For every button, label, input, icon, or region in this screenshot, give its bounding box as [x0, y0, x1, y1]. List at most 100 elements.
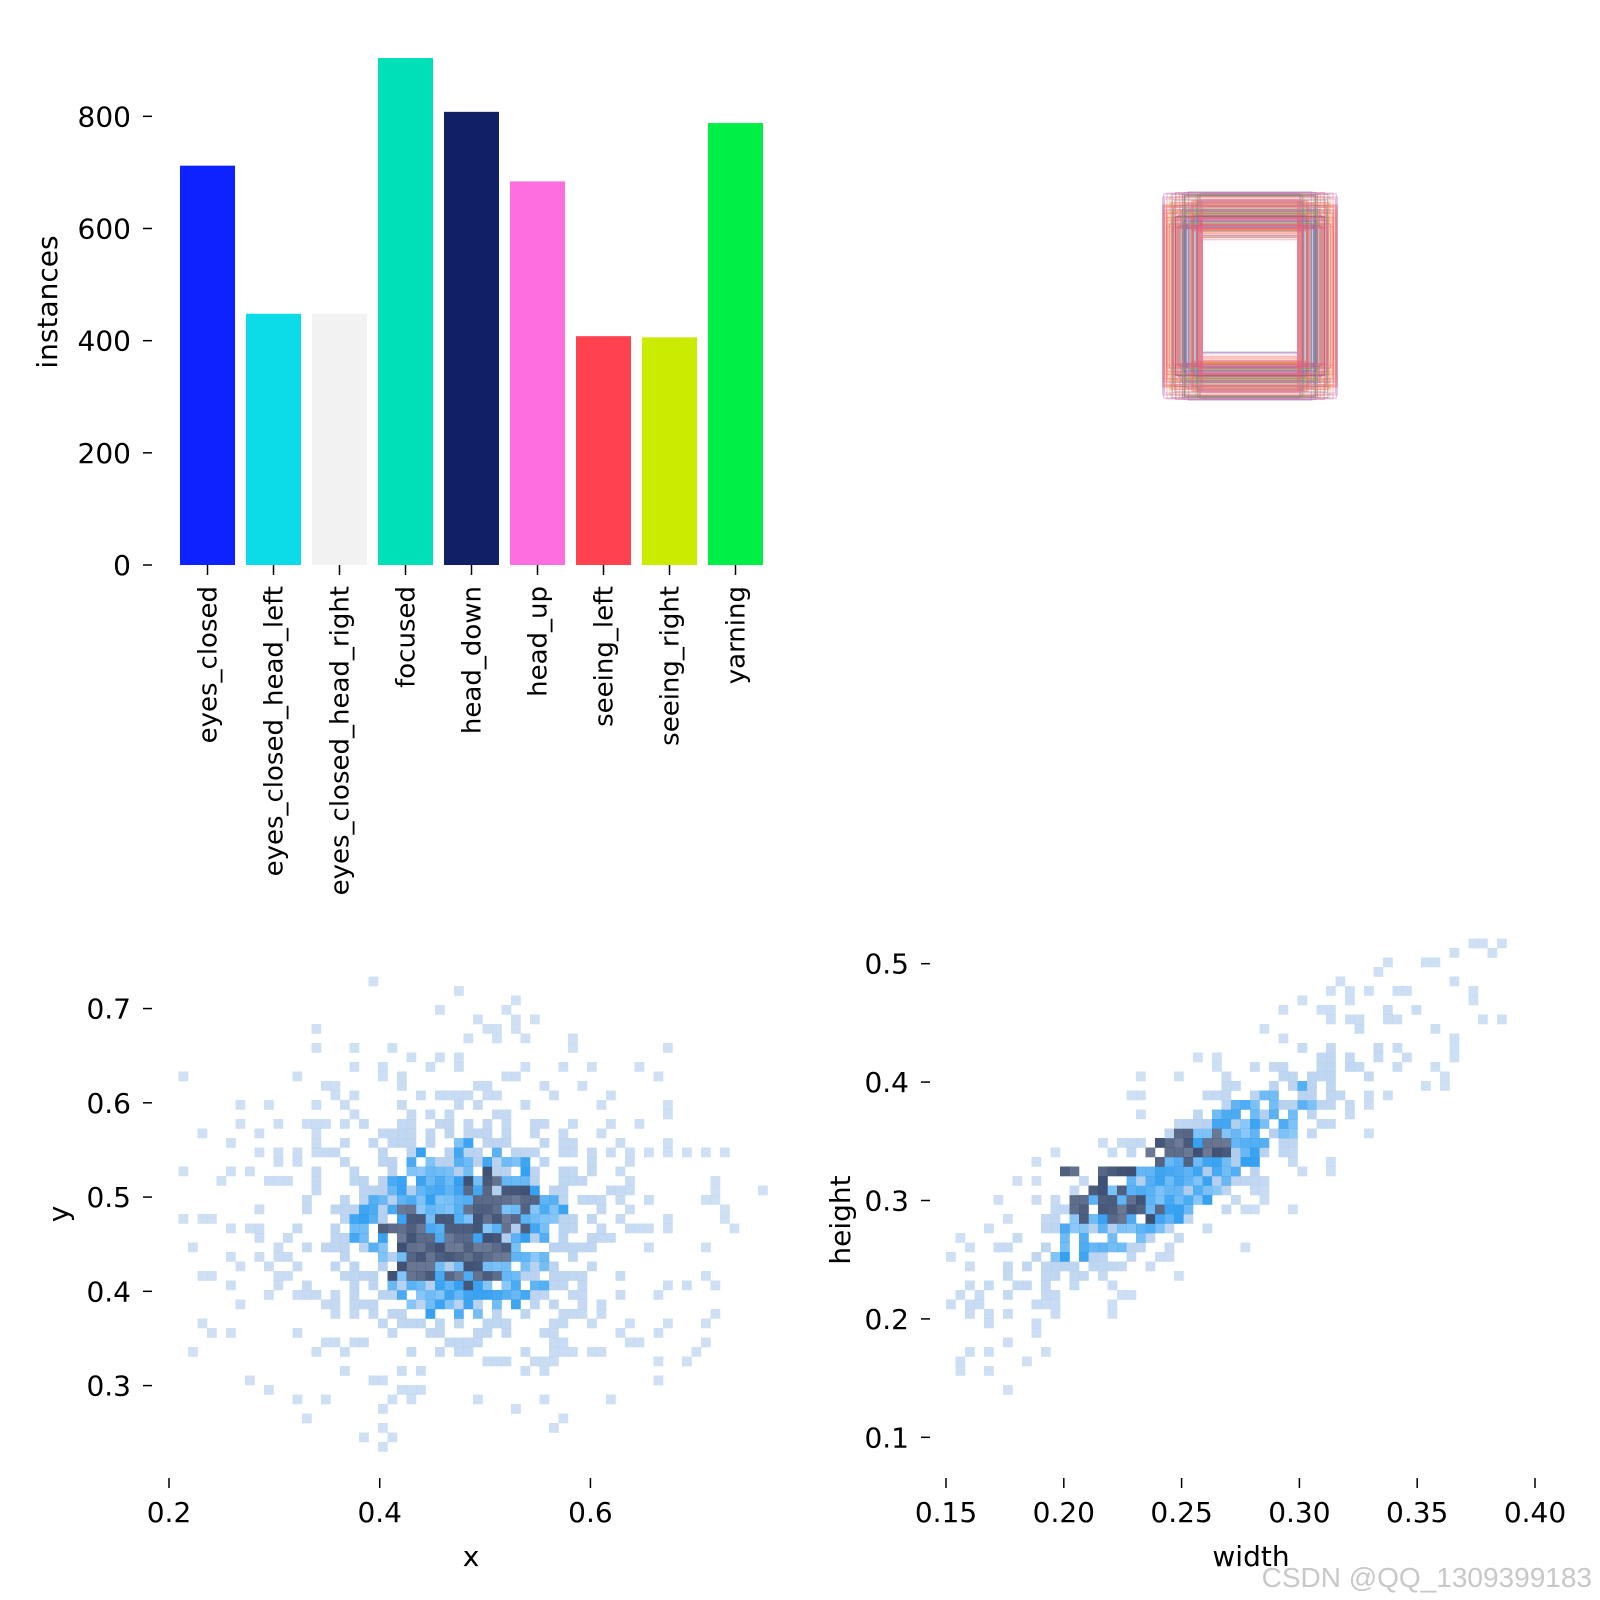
heatmap-cell — [359, 1176, 369, 1186]
heatmap-cell — [1487, 948, 1498, 958]
heatmap-cell — [226, 1166, 236, 1177]
label-box — [1191, 205, 1309, 387]
heatmap-cell — [482, 1024, 493, 1034]
heatmap-cell — [1155, 1166, 1165, 1177]
heatmap-cell — [1183, 1185, 1194, 1196]
heatmap-cell — [1031, 1328, 1042, 1338]
heatmap-cell — [549, 1271, 559, 1281]
label-box — [1195, 193, 1305, 399]
bar-head_up — [510, 181, 565, 565]
label-box — [1162, 212, 1338, 380]
heatmap-cell — [501, 1204, 512, 1215]
heatmap-cell — [955, 1290, 966, 1300]
heatmap-cell — [1269, 1109, 1279, 1120]
heatmap-cell — [349, 1337, 360, 1348]
heatmap-cell — [463, 1147, 474, 1158]
label-box — [1198, 223, 1302, 369]
heatmap-cell — [1012, 1233, 1023, 1243]
heatmap-cell — [1069, 1204, 1080, 1215]
heatmap-cell — [463, 1347, 474, 1357]
heatmap-cell — [387, 1328, 398, 1338]
label-box — [1177, 215, 1323, 377]
heatmap-cell — [302, 1119, 312, 1129]
heatmap-cell — [368, 1195, 379, 1205]
heatmap-cell — [1202, 1147, 1213, 1158]
heatmap-cell — [615, 1271, 626, 1281]
heatmap-cell — [1088, 1242, 1099, 1253]
heatmap-cell — [1155, 1214, 1165, 1224]
heatmap-cell — [1221, 1204, 1232, 1215]
bar-y-tick-label: 800 — [78, 100, 131, 133]
heatmap-cell — [397, 1195, 407, 1205]
heatmap-cell — [1069, 1185, 1080, 1196]
heatmap-cell — [549, 1214, 559, 1224]
bar-y-tick-label: 200 — [78, 437, 131, 470]
heatmap-cell — [1060, 1223, 1070, 1234]
heatmap-cell — [577, 1176, 588, 1186]
heatmap-cell — [416, 1233, 426, 1243]
heatmap-cell — [701, 1242, 711, 1253]
heatmap-cell — [1326, 1081, 1336, 1091]
heatmap-cell — [1126, 1138, 1137, 1148]
heatmap-cell — [606, 1147, 616, 1158]
heatmap-cell — [634, 1119, 645, 1129]
heatmap-cell — [1003, 1309, 1013, 1319]
heatmap-cell — [387, 1204, 398, 1215]
heatmap-cell — [387, 1309, 398, 1319]
heatmap-cell — [482, 1195, 493, 1205]
heatmap-cell — [444, 1299, 455, 1310]
heatmap-cell — [1174, 1195, 1184, 1205]
label-box — [1189, 229, 1311, 363]
heatmap-cell — [473, 1299, 483, 1310]
heatmap-cell — [482, 1242, 493, 1253]
heatmap-cell — [1098, 1252, 1108, 1262]
heatmap-cell — [454, 1185, 464, 1196]
heatmap-cell — [482, 1176, 493, 1186]
heatmap-cell — [397, 1138, 407, 1148]
heatmap-cell — [1136, 1223, 1146, 1234]
heatmap-cell — [416, 1090, 426, 1101]
heatmap-cell — [321, 1147, 331, 1158]
heatmap-cell — [1449, 976, 1460, 987]
heatmap-cell — [1126, 1185, 1137, 1196]
heatmap-cell — [292, 1290, 303, 1300]
label-box — [1164, 198, 1336, 394]
heatmap-cell — [492, 1147, 502, 1158]
heatmap-cell — [368, 1309, 379, 1319]
heatmap-cell — [577, 1081, 588, 1091]
heatmap-cell — [577, 1280, 588, 1291]
heatmap-cell — [596, 1223, 607, 1234]
label-box — [1201, 205, 1299, 387]
bar-head_down — [444, 111, 499, 566]
heatmap-cell — [425, 1271, 436, 1281]
heatmap-cell — [1250, 1138, 1260, 1148]
heatmap-cell — [1164, 1176, 1175, 1186]
heatmap-cell — [539, 1204, 550, 1215]
heatmap-cell — [425, 1166, 436, 1177]
heatmap-cell — [482, 1223, 493, 1234]
heatmap-cell — [1250, 1157, 1260, 1167]
label-box — [1180, 209, 1320, 383]
heatmap-cell — [1041, 1280, 1051, 1291]
heatmap-cell — [1430, 1062, 1441, 1072]
heatmap-cell — [406, 1385, 417, 1395]
label-box — [1192, 212, 1308, 380]
heatmap-cell — [359, 1271, 369, 1281]
heatmap-cell — [387, 1432, 398, 1443]
label-box — [1179, 221, 1321, 371]
heatmap-cell — [965, 1309, 975, 1319]
heatmap-cell — [1012, 1176, 1023, 1186]
heatmap-cell — [1145, 1233, 1156, 1243]
heatmap-cell — [663, 1109, 673, 1120]
heatmap-cell — [406, 1318, 417, 1329]
heatmap-cell — [1345, 1062, 1355, 1072]
heatmap-cell — [416, 1147, 426, 1158]
label-box — [1172, 216, 1328, 376]
heatmap-cell — [568, 1271, 578, 1281]
heatmap-cell — [492, 1157, 502, 1167]
label-box — [1189, 205, 1311, 387]
heatmap-cell — [378, 1195, 388, 1205]
heatmap-cell — [340, 1366, 350, 1376]
heatmap-cell — [1050, 1214, 1061, 1224]
heatmap-cell — [1107, 1204, 1118, 1215]
